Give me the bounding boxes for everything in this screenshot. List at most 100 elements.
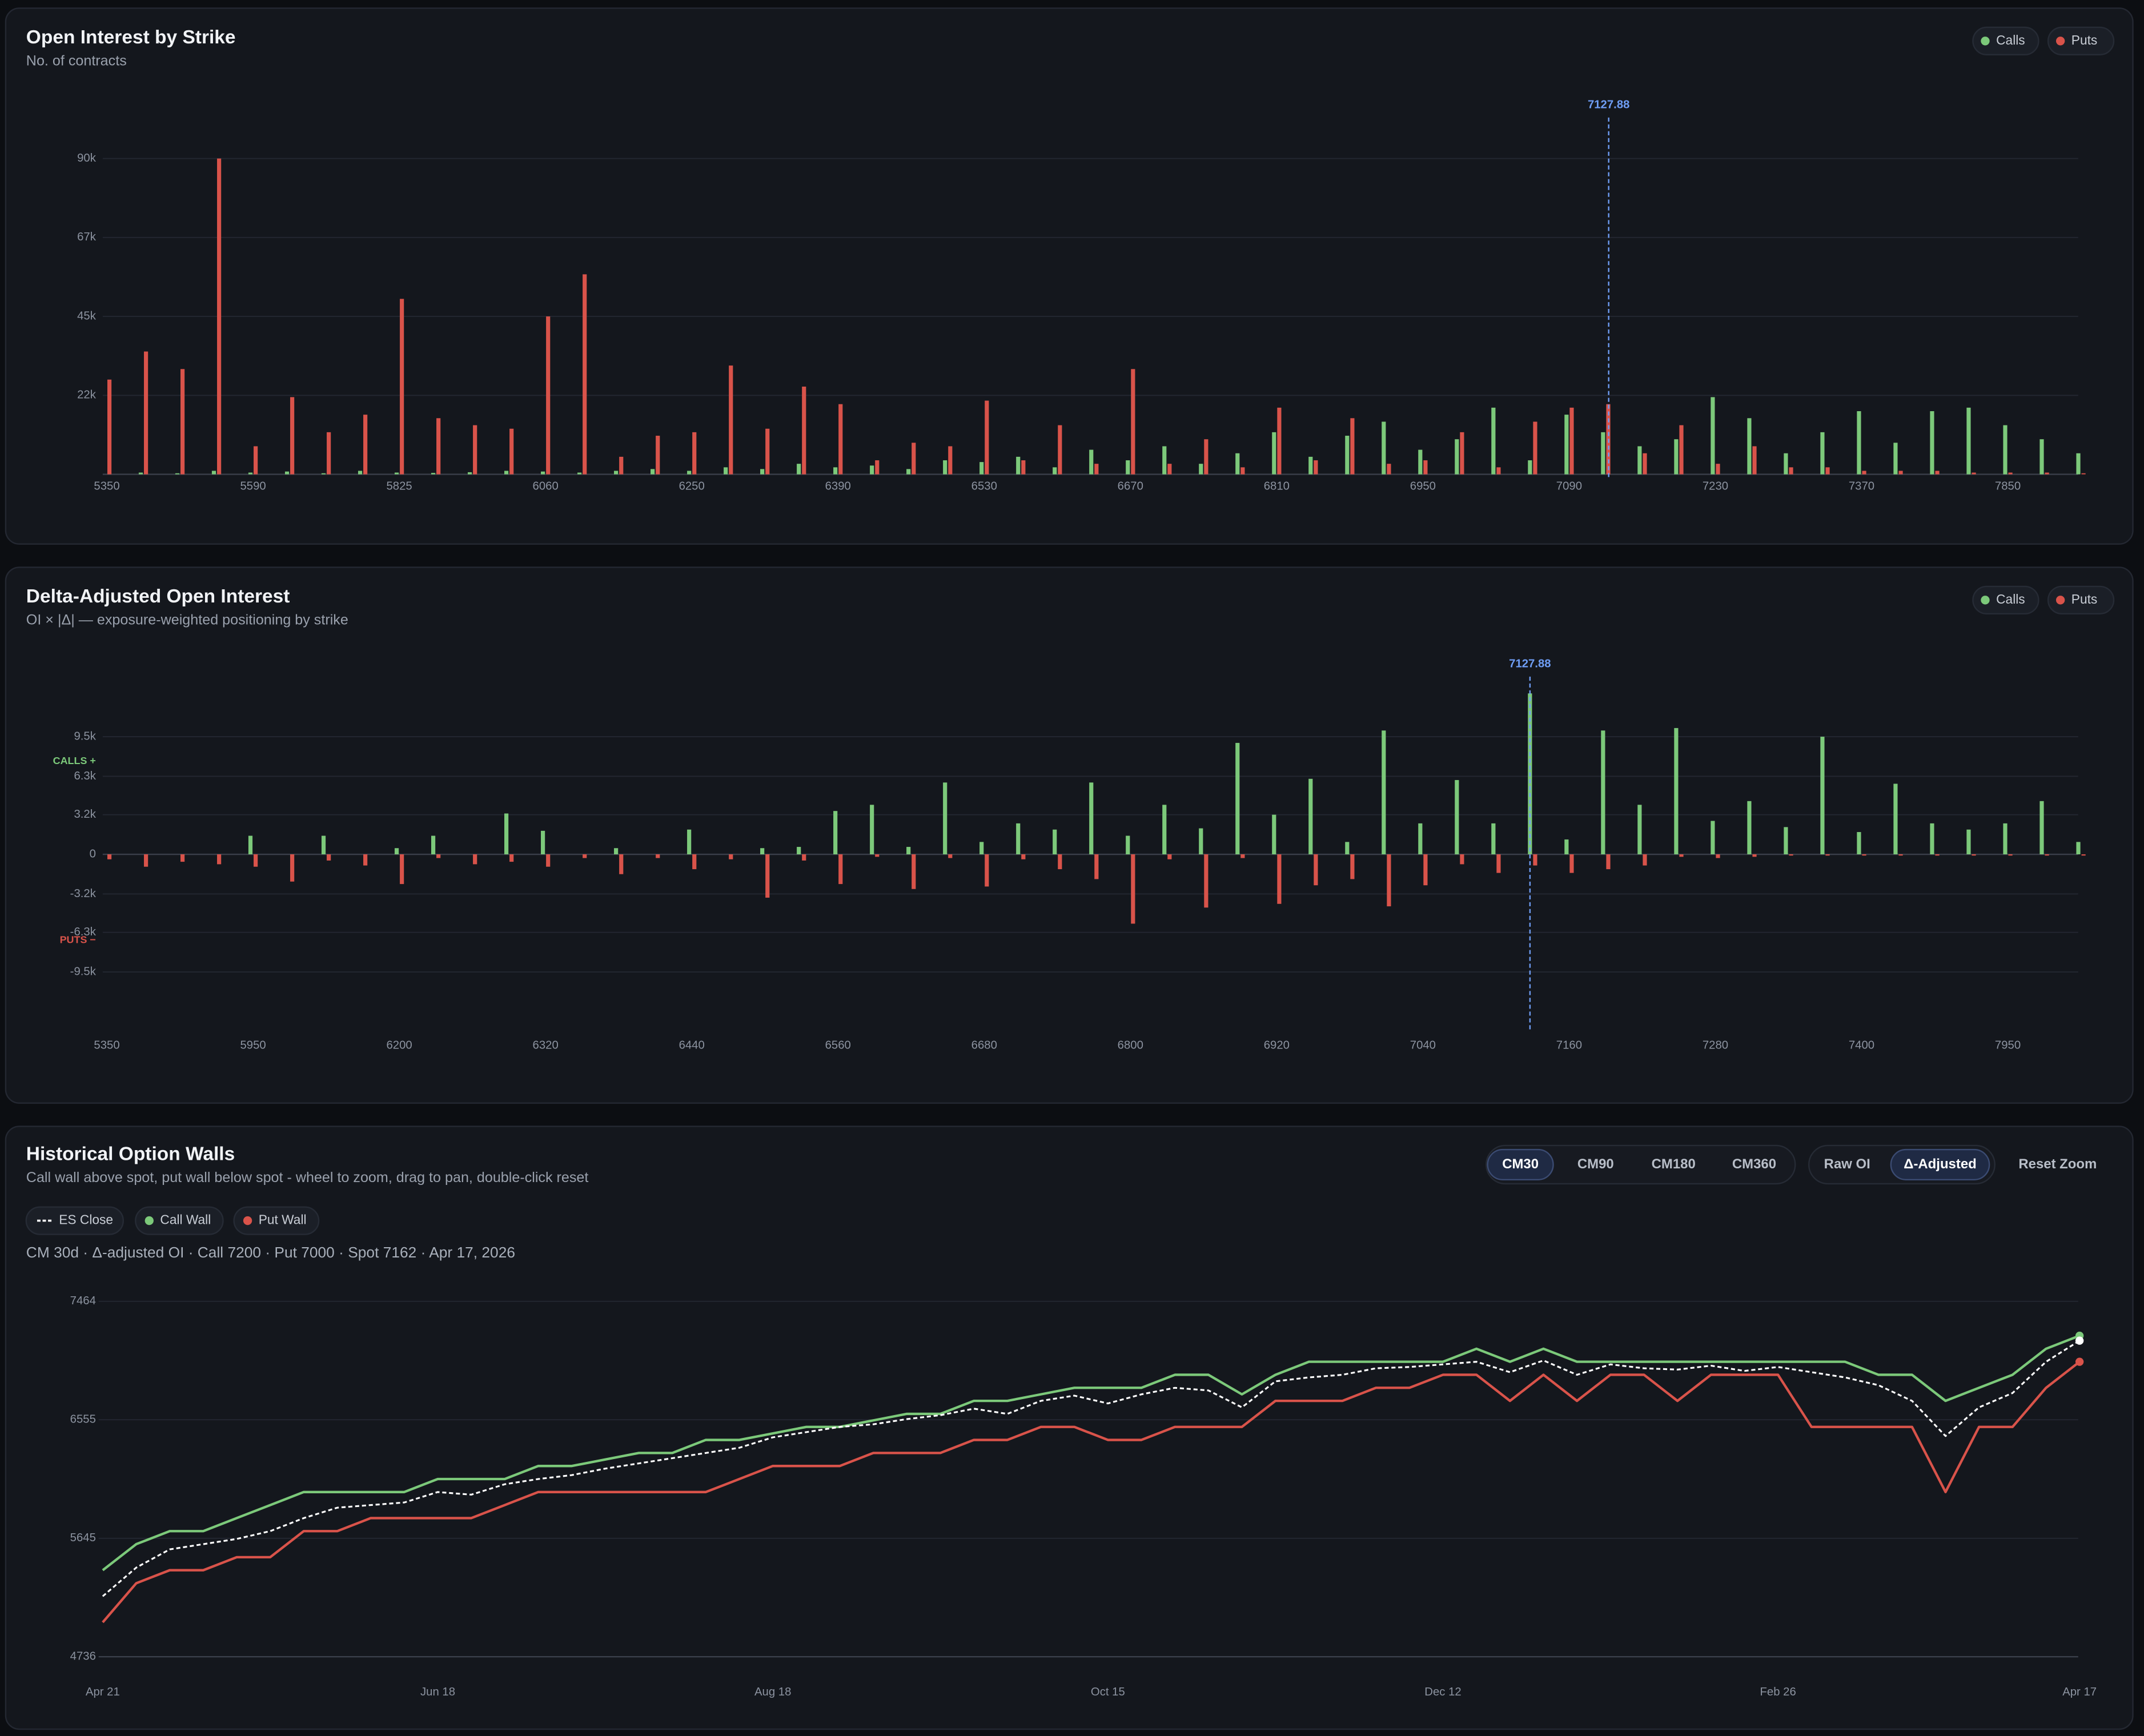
- bar: [979, 842, 984, 855]
- bar: [1314, 460, 1318, 475]
- bar: [2039, 439, 2044, 475]
- legend-swatch: [1981, 37, 1990, 46]
- bar: [724, 467, 728, 475]
- legend-chip: [233, 1206, 320, 1235]
- bar: [651, 469, 655, 475]
- bar: [2076, 842, 2081, 855]
- range-button[interactable]: CM30: [1487, 1148, 1554, 1180]
- legend-label: Call Wall: [160, 1212, 211, 1227]
- button-active-bg: [1487, 1148, 1554, 1180]
- x-tick-label: 6440: [679, 1039, 705, 1052]
- bar: [1637, 446, 1642, 475]
- reset-zoom-button[interactable]: Reset Zoom: [2018, 1156, 2097, 1172]
- bar: [211, 471, 216, 475]
- bar: [358, 471, 363, 475]
- legend-label: Calls: [1996, 33, 2025, 47]
- bar: [1240, 467, 1245, 475]
- y-tick-label: -9.5k: [70, 965, 97, 978]
- bar: [1455, 439, 1459, 475]
- bar: [284, 471, 290, 475]
- bar: [1857, 411, 1861, 475]
- y-tick-label: 0: [90, 847, 96, 860]
- bar: [1533, 421, 1537, 475]
- bar: [802, 854, 806, 861]
- bar: [1893, 443, 1898, 475]
- bar: [1460, 854, 1464, 865]
- bar: [906, 469, 911, 475]
- bar: [1167, 854, 1172, 859]
- bar: [1277, 407, 1282, 475]
- bar: [614, 848, 619, 855]
- bar: [431, 473, 436, 475]
- bar: [509, 854, 514, 862]
- bar: [1935, 471, 1940, 475]
- bar: [1569, 407, 1574, 475]
- bar: [1643, 453, 1647, 475]
- bar: [1820, 432, 1825, 475]
- mode-button[interactable]: Δ-Adjusted: [1890, 1148, 1990, 1180]
- bar: [1935, 854, 1940, 856]
- bar: [2003, 425, 2008, 475]
- bar: [1533, 854, 1537, 866]
- bar: [1679, 425, 1684, 475]
- bar: [1089, 449, 1094, 475]
- bar: [729, 854, 733, 859]
- bar: [254, 446, 258, 475]
- bar: [1345, 842, 1350, 855]
- range-button[interactable]: CM360: [1732, 1156, 1776, 1172]
- x-tick-label: 5825: [387, 480, 412, 493]
- bar: [1747, 801, 1752, 855]
- legend-chip: [1972, 26, 2039, 55]
- bar: [1308, 778, 1313, 855]
- bar: [1606, 854, 1611, 870]
- bar: [729, 365, 733, 475]
- bar: [1820, 737, 1825, 855]
- bar: [906, 847, 911, 855]
- series-line: [102, 1360, 2081, 1624]
- bar: [1350, 854, 1355, 879]
- range-button[interactable]: CM180: [1652, 1156, 1696, 1172]
- y-tick-label: 22k: [77, 389, 97, 401]
- x-tick-label: 7040: [1410, 1039, 1436, 1052]
- y-tick-label: 3.2k: [74, 808, 96, 821]
- bar: [833, 811, 838, 855]
- button-label: Raw OI: [1824, 1156, 1870, 1172]
- x-tick-label: 5590: [240, 480, 266, 493]
- bar: [943, 460, 947, 475]
- x-tick-label: 7850: [1995, 480, 2021, 493]
- bar: [1094, 464, 1099, 475]
- bar: [1387, 464, 1391, 475]
- mode-button[interactable]: Raw OI: [1824, 1156, 1870, 1172]
- bar: [1716, 854, 1720, 858]
- x-tick-label: 6320: [533, 1039, 559, 1052]
- button-label: CM90: [1577, 1156, 1614, 1172]
- legend-item: Calls: [1972, 26, 2039, 55]
- range-button[interactable]: CM90: [1577, 1156, 1614, 1172]
- x-tick-label: Oct 15: [1091, 1686, 1125, 1698]
- x-tick-label: 5350: [94, 1039, 119, 1052]
- legend-swatch: [2055, 596, 2065, 605]
- bar: [833, 467, 838, 475]
- bar: [1418, 449, 1423, 475]
- legend-label: Puts: [2071, 33, 2098, 47]
- button-label: CM30: [1502, 1156, 1539, 1172]
- bar: [797, 464, 801, 475]
- bar: [504, 813, 509, 855]
- bar: [248, 472, 253, 475]
- bar: [1930, 823, 1934, 855]
- bar: [875, 854, 880, 857]
- bar: [619, 854, 624, 874]
- x-tick-label: 6530: [971, 480, 997, 493]
- legend-chip: [2047, 585, 2115, 614]
- bar: [1491, 823, 1496, 855]
- x-tick-label: 7160: [1556, 1039, 1582, 1052]
- bar: [838, 854, 843, 885]
- bar: [175, 473, 180, 475]
- bar: [1455, 779, 1459, 855]
- bar: [1126, 460, 1130, 475]
- bar: [1240, 854, 1245, 858]
- x-tick-label: 5350: [94, 480, 119, 493]
- panel: [5, 566, 2134, 1104]
- bar: [1308, 456, 1313, 475]
